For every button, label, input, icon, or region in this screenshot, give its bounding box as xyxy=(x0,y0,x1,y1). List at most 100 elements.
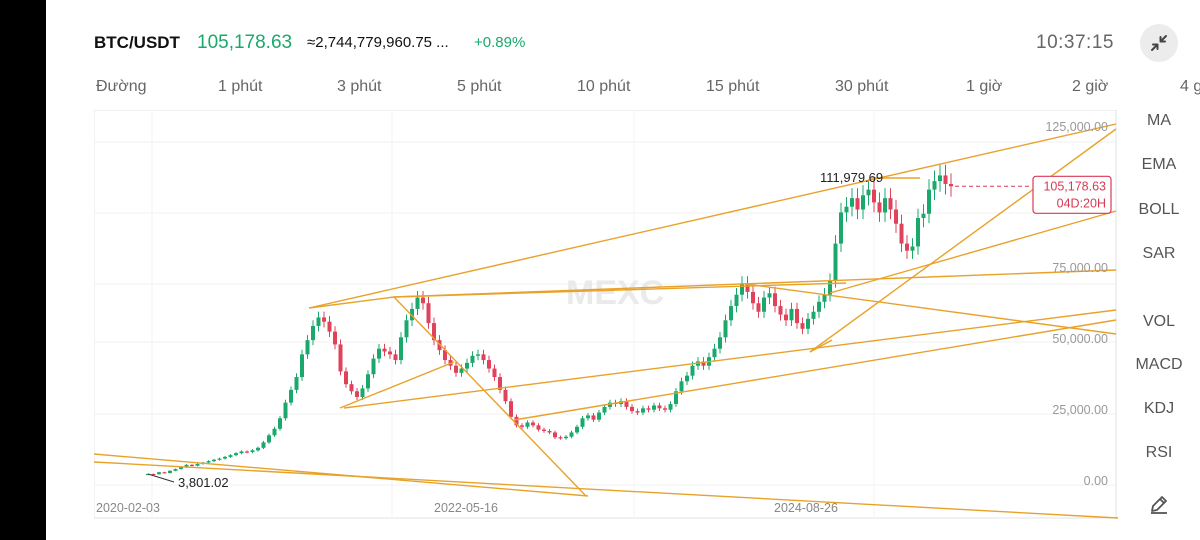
indicator-ema[interactable]: EMA xyxy=(1141,156,1177,173)
timeframe-tabs: Đường 1 phút 3 phút 5 phút 10 phút 15 ph… xyxy=(46,76,1200,100)
candle-body xyxy=(641,408,645,413)
collapse-button[interactable] xyxy=(1140,24,1178,62)
candle-body xyxy=(283,402,288,419)
candle-body xyxy=(393,354,398,361)
candle xyxy=(349,380,354,395)
candle xyxy=(844,196,849,222)
candle xyxy=(245,450,249,454)
candle-body xyxy=(591,415,596,420)
candle-body xyxy=(668,404,673,410)
candle xyxy=(410,302,414,327)
candle-body xyxy=(327,321,332,332)
candle-body xyxy=(195,463,200,466)
candle xyxy=(855,188,860,220)
candle-body xyxy=(256,447,260,451)
candle xyxy=(316,311,321,332)
indicator-ma[interactable]: MA xyxy=(1147,112,1171,129)
y-axis-tick-label: 75,000.00 xyxy=(1052,261,1108,275)
candle xyxy=(498,373,502,394)
candle xyxy=(921,204,926,228)
candle-body xyxy=(855,198,860,210)
candle xyxy=(806,313,810,335)
candle xyxy=(795,302,799,329)
pair-title[interactable]: BTC/USDT xyxy=(94,33,180,52)
candle xyxy=(503,386,508,405)
tab-line[interactable]: Đường xyxy=(96,78,147,95)
x-axis-tick-label: 2020-02-03 xyxy=(96,501,160,515)
candle-body xyxy=(454,365,458,373)
candle-body xyxy=(734,294,739,307)
trendline xyxy=(393,296,587,497)
candle-body xyxy=(690,365,695,376)
candle-body xyxy=(371,358,376,375)
low-price-pointer xyxy=(147,473,175,483)
candle xyxy=(514,414,519,428)
candle xyxy=(927,179,931,224)
candle-body xyxy=(927,189,931,214)
tab-4h[interactable]: 4 g xyxy=(1180,78,1200,95)
candle xyxy=(173,468,178,472)
indicator-boll[interactable]: BOLL xyxy=(1138,201,1180,218)
tab-5m[interactable]: 5 phút xyxy=(457,78,502,95)
candle xyxy=(949,173,953,197)
y-axis-tick-label: 125,000.00 xyxy=(1045,120,1108,134)
candle-body xyxy=(657,405,662,409)
candle xyxy=(465,358,469,373)
candle-body xyxy=(558,437,563,439)
pencil-icon[interactable] xyxy=(1148,493,1170,515)
tab-15m[interactable]: 15 phút xyxy=(706,78,760,95)
candle xyxy=(646,405,651,413)
tab-2h[interactable]: 2 giờ xyxy=(1072,78,1109,95)
candle-body xyxy=(624,401,629,407)
indicator-rsi[interactable]: RSI xyxy=(1145,444,1173,461)
candle-body xyxy=(525,422,530,427)
indicator-kdj[interactable]: KDJ xyxy=(1143,400,1175,417)
candle xyxy=(228,454,233,458)
candle xyxy=(305,335,310,359)
candle xyxy=(833,235,838,288)
candle xyxy=(668,401,673,413)
candle-body xyxy=(899,223,904,244)
candle-body xyxy=(228,455,233,457)
indicator-macd[interactable]: MACD xyxy=(1135,356,1183,373)
candle-body xyxy=(646,408,651,410)
candle-body xyxy=(795,308,799,324)
candle xyxy=(476,349,480,361)
candle xyxy=(712,343,717,362)
y-axis-tick-label: 25,000.00 xyxy=(1052,403,1108,417)
collapse-arrows-icon xyxy=(1151,35,1167,51)
tab-1m[interactable]: 1 phút xyxy=(218,78,263,95)
candle-body xyxy=(674,391,678,405)
candle xyxy=(866,179,871,206)
candle-body xyxy=(817,301,821,312)
candle xyxy=(234,452,238,457)
candle xyxy=(591,412,596,422)
tab-30m[interactable]: 30 phút xyxy=(835,78,889,95)
candle xyxy=(916,208,920,255)
trendline xyxy=(393,269,1117,298)
candle-body xyxy=(465,362,469,369)
candle xyxy=(388,346,392,359)
candle-body xyxy=(839,212,843,244)
candle-body xyxy=(349,384,354,392)
candle xyxy=(454,361,458,377)
tab-1h[interactable]: 1 giờ xyxy=(966,78,1003,95)
candle-body xyxy=(162,472,167,474)
candle-body xyxy=(701,361,706,366)
tab-10m[interactable]: 10 phút xyxy=(577,78,631,95)
candle xyxy=(800,317,805,335)
candle xyxy=(206,460,211,464)
candle xyxy=(899,214,904,253)
candle-body xyxy=(608,402,612,407)
price-chart[interactable]: MEXC 125,000.00 75,000.00 50,000.00 25,000.… xyxy=(94,110,1118,520)
tab-3m[interactable]: 3 phút xyxy=(337,78,382,95)
trendline xyxy=(308,296,395,309)
candle-body xyxy=(723,320,728,338)
candle-body xyxy=(877,202,882,213)
candle xyxy=(811,305,816,325)
indicator-vol[interactable]: VOL xyxy=(1142,313,1175,330)
indicator-sar[interactable]: SAR xyxy=(1142,245,1176,262)
candle-body xyxy=(910,246,915,251)
candle-body xyxy=(712,348,717,358)
candle xyxy=(817,295,821,318)
